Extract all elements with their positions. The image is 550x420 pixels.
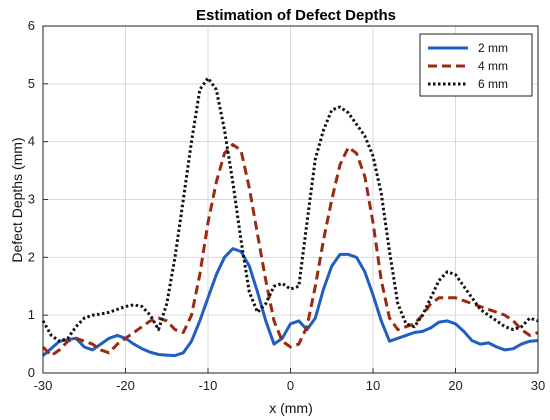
- y-tick-label: 2: [28, 249, 35, 264]
- x-tick-label: 10: [366, 378, 380, 393]
- plot-area: -30 -20 -10 0 10 20 30 0 1 2 3 4 5 6 2 mm 4 mm 6 mm: [28, 18, 545, 393]
- legend-entry: 4 mm: [478, 59, 508, 73]
- x-tick-label: 30: [531, 378, 545, 393]
- x-tick-label: -20: [116, 378, 135, 393]
- plot-frame: [42, 25, 539, 374]
- y-tick-label: 3: [28, 192, 35, 207]
- y-tick-label: 4: [28, 134, 35, 149]
- x-tick-label: -30: [34, 378, 53, 393]
- x-tick-label: 0: [287, 378, 294, 393]
- y-tick-label: 1: [28, 307, 35, 322]
- legend-box: [419, 33, 533, 97]
- y-tick-label: 0: [28, 365, 35, 380]
- series-line-2-mm: [42, 247, 539, 358]
- legend-entry: 2 mm: [478, 41, 508, 55]
- y-tick-label: 6: [28, 18, 35, 33]
- x-tick-label: -10: [199, 378, 218, 393]
- series-line-4-mm: [41, 143, 539, 358]
- x-axis-label: x (mm): [269, 400, 313, 416]
- y-axis-label: Defect Depths (mm): [9, 137, 25, 262]
- x-tick-label: 20: [448, 378, 462, 393]
- legend-entry: 6 mm: [478, 77, 508, 91]
- chart-title: Estimation of Defect Depths: [196, 7, 396, 24]
- y-tick-label: 5: [28, 76, 35, 91]
- series-line-6-mm: [41, 76, 539, 343]
